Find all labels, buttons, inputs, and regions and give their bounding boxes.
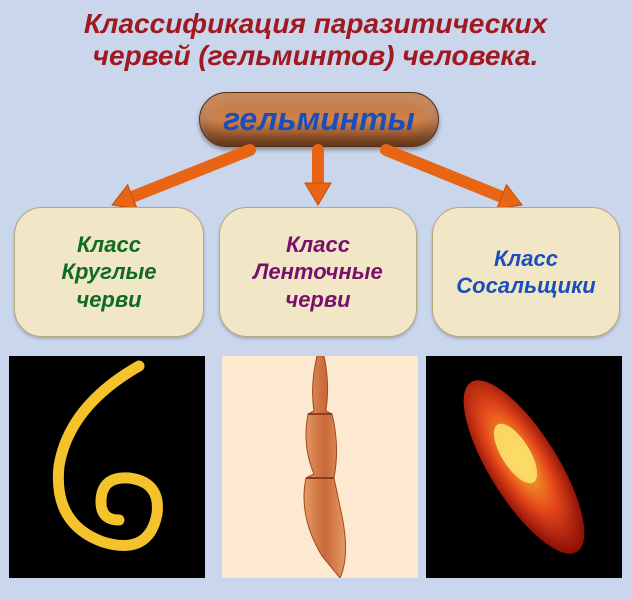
class-name-line1: Круглые [61, 258, 156, 286]
title-line-1: Классификация паразитических [0, 8, 631, 40]
class-label-word: Класс [286, 231, 350, 259]
page-title: Классификация паразитических червей (гел… [0, 8, 631, 72]
class-box-1: Класс Ленточные черви [219, 207, 417, 337]
class-name-line1: Сосальщики [456, 272, 595, 300]
class-label-word: Класс [494, 245, 558, 273]
diagram-canvas: Классификация паразитических червей (гел… [0, 0, 631, 600]
class-name-line1: Ленточные [253, 258, 382, 286]
class-name-line2: черви [76, 286, 141, 314]
class-name-line2: черви [285, 286, 350, 314]
class-label-word: Класс [77, 231, 141, 259]
class-box-0: Класс Круглые черви [14, 207, 204, 337]
class-box-2: Класс Сосальщики [432, 207, 620, 337]
image-tile-1 [222, 356, 418, 578]
image-tile-2 [426, 356, 622, 578]
title-line-2: червей (гельминтов) человека. [0, 40, 631, 72]
image-tile-0 [9, 356, 205, 578]
